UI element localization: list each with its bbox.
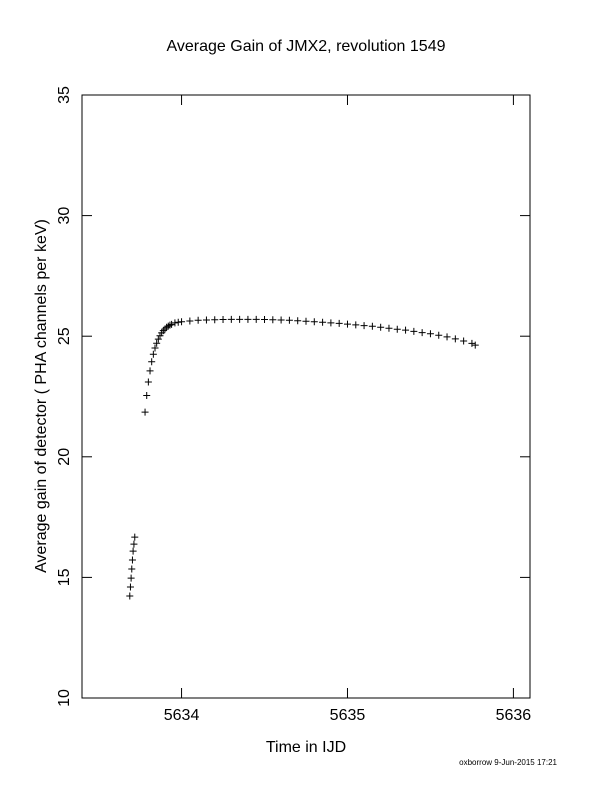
point: [129, 547, 137, 555]
point: [148, 358, 156, 366]
point: [418, 329, 426, 337]
point: [126, 583, 134, 591]
point: [393, 325, 401, 333]
point: [126, 592, 134, 600]
point: [335, 319, 343, 327]
point: [153, 339, 161, 347]
point: [460, 337, 468, 345]
y-tick-label: 10: [56, 689, 73, 707]
point: [161, 325, 169, 333]
point: [143, 392, 151, 400]
point: [252, 315, 260, 323]
x-tick-label: 5636: [496, 707, 532, 724]
point: [402, 326, 410, 334]
point: [144, 378, 152, 386]
x-axis-label: Time in IJD: [266, 739, 346, 756]
point: [327, 319, 335, 327]
point: [164, 322, 172, 330]
y-tick-label: 15: [56, 568, 73, 586]
point: [269, 316, 277, 324]
point: [435, 331, 443, 339]
point: [128, 556, 136, 564]
point: [166, 321, 174, 329]
point: [310, 318, 318, 326]
point: [178, 318, 186, 326]
point: [236, 315, 244, 323]
y-tick-label: 35: [56, 86, 73, 104]
y-tick-label: 20: [56, 448, 73, 466]
point: [159, 327, 167, 335]
point: [343, 320, 351, 328]
footer: oxborrow 9-Jun-2015 17:21: [459, 758, 557, 767]
point: [302, 317, 310, 325]
point: [410, 327, 418, 335]
point: [219, 316, 227, 324]
point: [131, 533, 139, 541]
point: [128, 565, 136, 573]
point: [277, 316, 285, 324]
point: [202, 316, 210, 324]
point: [127, 574, 135, 582]
chart-title: Average Gain of JMX2, revolution 1549: [167, 38, 446, 55]
point: [244, 315, 252, 323]
point: [426, 330, 434, 338]
point: [154, 335, 162, 343]
point: [468, 339, 476, 347]
point: [151, 344, 159, 352]
point: [360, 322, 368, 330]
point: [261, 316, 269, 324]
point: [168, 320, 176, 328]
point: [294, 317, 302, 325]
point: [285, 316, 293, 324]
y-tick-label: 30: [56, 207, 73, 225]
point: [227, 315, 235, 323]
point: [146, 367, 154, 375]
point: [471, 341, 479, 349]
point: [352, 321, 360, 329]
point: [156, 332, 164, 340]
point: [141, 408, 149, 416]
y-tick-label: 25: [56, 327, 73, 345]
point: [377, 323, 385, 331]
plot-frame: [81, 94, 531, 699]
y-axis-label: Average gain of detector ( PHA channels …: [33, 219, 50, 573]
point: [368, 322, 376, 330]
point: [443, 333, 451, 341]
point: [194, 316, 202, 324]
point: [171, 319, 179, 327]
point: [149, 350, 157, 358]
point: [211, 316, 219, 324]
point: [319, 318, 327, 326]
point: [130, 540, 138, 548]
point: [186, 317, 194, 325]
x-tick-label: 5635: [330, 707, 366, 724]
point: [451, 335, 459, 343]
point: [385, 324, 393, 332]
x-tick-label: 5634: [164, 707, 200, 724]
